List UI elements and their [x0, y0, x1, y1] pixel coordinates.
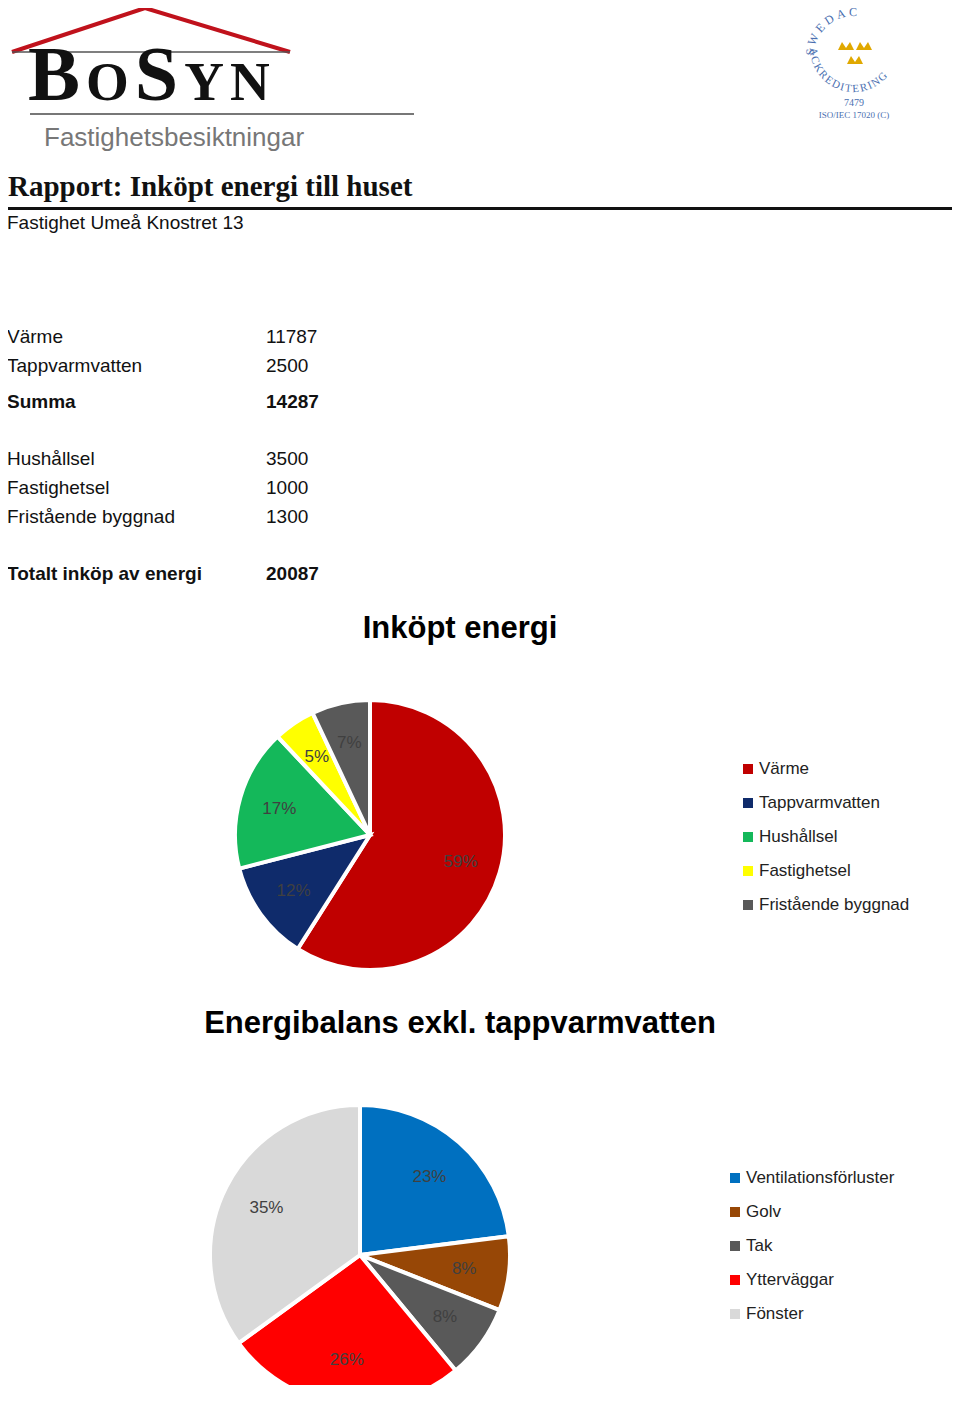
- html-text:Värme: Värme: [759, 759, 810, 778]
- html-text:11787: 11787: [266, 326, 318, 347]
- svg-text:8%: 8%: [452, 1259, 477, 1278]
- svg-text:17%: 17%: [262, 799, 296, 818]
- svg-text:8%: 8%: [433, 1307, 458, 1326]
- html-text:Fastighetsel: Fastighetsel: [7, 477, 110, 498]
- html-text:Tappvarmvatten: Tappvarmvatten: [7, 355, 143, 376]
- html-text:1300: 1300: [266, 506, 309, 527]
- html-text:Fristående byggnad: Fristående byggnad: [7, 506, 175, 527]
- svg-text:26%: 26%: [330, 1350, 364, 1369]
- html-text:2500: 2500: [266, 355, 309, 376]
- html-text:Inköpt energi: Inköpt energi: [362, 610, 558, 645]
- svg-text:12%: 12%: [277, 881, 311, 900]
- svg-text:ACKREDITERING: ACKREDITERING: [808, 47, 891, 94]
- html-text:Hushållsel: Hushållsel: [7, 448, 95, 469]
- html-text:Ventilationsförluster: Ventilationsförluster: [746, 1168, 895, 1187]
- html-text:20087: 20087: [266, 563, 319, 584]
- svg-text:5%: 5%: [305, 747, 330, 766]
- html-text:Energibalans exkl. tappvarmvat: Energibalans exkl. tappvarmvatten: [204, 1005, 716, 1040]
- html-text:Fönster: Fönster: [746, 1304, 804, 1323]
- svg-text:ISO/IEC 17020 (C): ISO/IEC 17020 (C): [819, 110, 890, 120]
- html-text:Ytterväggar: Ytterväggar: [746, 1270, 834, 1289]
- svg-text:Fastighetsbesiktningar: Fastighetsbesiktningar: [44, 122, 304, 152]
- html-text:Hushållsel: Hushållsel: [759, 827, 838, 846]
- svg-text:35%: 35%: [249, 1198, 283, 1217]
- html-text:Golv: Golv: [746, 1202, 781, 1221]
- html-text:14287: 14287: [266, 391, 319, 412]
- svg-text:23%: 23%: [412, 1167, 446, 1186]
- html-text:Tappvarmvatten: Tappvarmvatten: [759, 793, 880, 812]
- svg-text:7479: 7479: [844, 97, 864, 108]
- html-text:Totalt inköp av energi: Totalt inköp av energi: [7, 563, 202, 584]
- svg-text:BoSyn: BoSyn: [28, 30, 276, 117]
- html-text:Fastighetsel: Fastighetsel: [759, 861, 851, 880]
- html-text:Värme: Värme: [7, 326, 63, 347]
- html-text:Fastighet Umeå Knostret 13: Fastighet Umeå Knostret 13: [7, 212, 244, 233]
- html-text:Fristående byggnad: Fristående byggnad: [759, 895, 910, 914]
- html-text:Rapport: Inköpt energi till hu: Rapport: Inköpt energi till huset: [8, 170, 413, 202]
- html-text:Summa: Summa: [7, 391, 76, 412]
- svg-text:59%: 59%: [444, 852, 478, 871]
- svg-text:7%: 7%: [337, 733, 362, 752]
- html-text:1000: 1000: [266, 477, 309, 498]
- html-text:3500: 3500: [266, 448, 309, 469]
- html-text:Tak: Tak: [746, 1236, 773, 1255]
